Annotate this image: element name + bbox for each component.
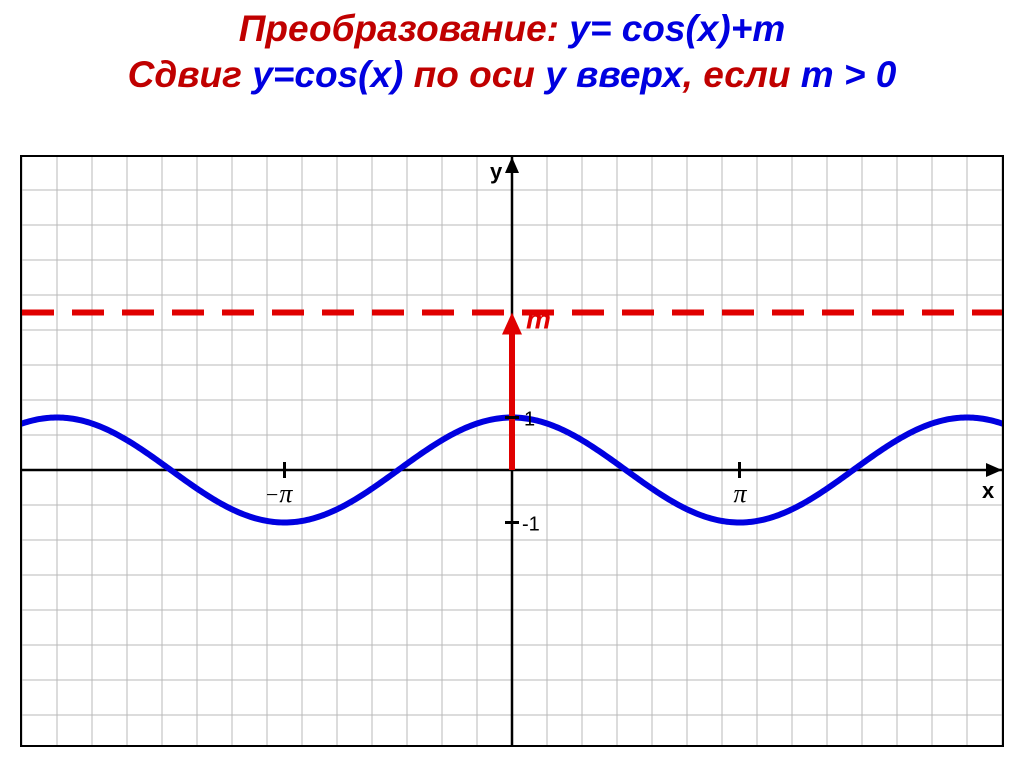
title-block: Преобразование: y= cos(x)+m Сдвиг у=cos(…	[0, 0, 1024, 99]
chart-area: y x m 1 -1 π −π	[20, 155, 1004, 747]
svg-text:1: 1	[524, 409, 535, 431]
svg-text:m: m	[526, 304, 551, 335]
svg-text:−π: −π	[265, 479, 294, 508]
title-line-2: Сдвиг у=cos(х) по оси y вверх, если m > …	[0, 52, 1024, 98]
svg-text:π: π	[734, 479, 748, 508]
svg-text:x: x	[982, 478, 995, 503]
chart-svg: y x m 1 -1 π −π	[22, 157, 1002, 745]
svg-text:y: y	[490, 159, 503, 184]
slide: Преобразование: y= cos(x)+m Сдвиг у=cos(…	[0, 0, 1024, 767]
svg-text:-1: -1	[522, 514, 540, 536]
title-line-1: Преобразование: y= cos(x)+m	[0, 6, 1024, 52]
